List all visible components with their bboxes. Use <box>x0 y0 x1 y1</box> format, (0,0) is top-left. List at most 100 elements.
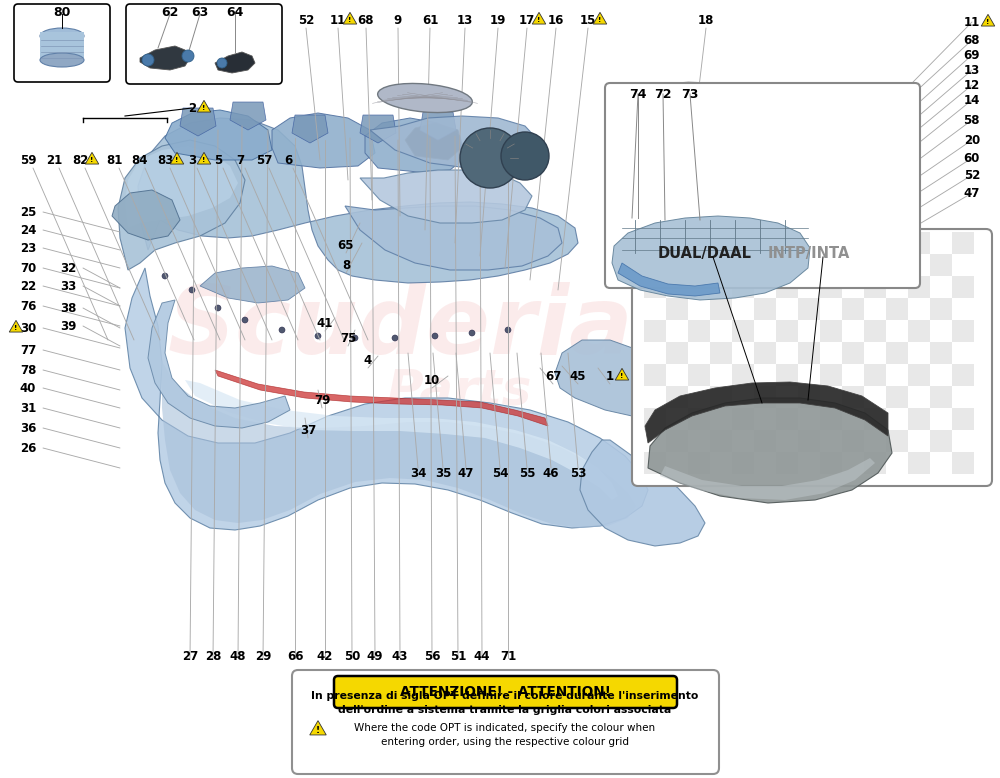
Polygon shape <box>615 368 629 380</box>
Text: 76: 76 <box>20 300 36 313</box>
Text: 80: 80 <box>53 5 71 19</box>
Circle shape <box>315 333 321 339</box>
Bar <box>732 276 754 298</box>
Text: 36: 36 <box>20 422 36 434</box>
Bar <box>776 232 798 254</box>
FancyBboxPatch shape <box>126 4 282 84</box>
Bar <box>952 452 974 474</box>
Bar <box>688 364 710 386</box>
Text: 47: 47 <box>458 467 474 479</box>
Text: 68: 68 <box>358 13 374 26</box>
Bar <box>754 430 776 452</box>
Bar <box>688 320 710 342</box>
Circle shape <box>460 128 520 188</box>
Text: entering order, using the respective colour grid: entering order, using the respective col… <box>381 737 629 747</box>
Polygon shape <box>862 160 920 196</box>
Bar <box>864 276 886 298</box>
Polygon shape <box>125 146 238 228</box>
Bar <box>732 232 754 254</box>
Bar <box>688 452 710 474</box>
Text: 48: 48 <box>230 650 246 663</box>
Text: 72: 72 <box>654 87 672 100</box>
Bar <box>666 342 688 364</box>
Text: 13: 13 <box>964 64 980 76</box>
Text: 43: 43 <box>392 650 408 663</box>
Bar <box>754 386 776 408</box>
Circle shape <box>469 330 475 336</box>
Text: 25: 25 <box>20 205 36 219</box>
Text: 21: 21 <box>46 153 62 166</box>
Polygon shape <box>170 152 184 164</box>
Text: 35: 35 <box>435 467 451 479</box>
Polygon shape <box>822 90 905 136</box>
Text: 52: 52 <box>964 169 980 181</box>
Text: 53: 53 <box>570 467 586 479</box>
Polygon shape <box>370 116 538 168</box>
Circle shape <box>142 54 154 66</box>
FancyBboxPatch shape <box>292 670 719 774</box>
Text: 26: 26 <box>20 441 36 454</box>
Text: 24: 24 <box>20 223 36 237</box>
Bar <box>710 430 732 452</box>
Text: 70: 70 <box>20 261 36 275</box>
Text: !: ! <box>620 373 624 380</box>
Bar <box>864 452 886 474</box>
Circle shape <box>182 50 194 62</box>
Polygon shape <box>580 440 705 546</box>
Text: 51: 51 <box>450 650 466 663</box>
Bar <box>908 232 930 254</box>
FancyBboxPatch shape <box>14 4 110 82</box>
Bar <box>930 386 952 408</box>
Bar <box>776 452 798 474</box>
Text: 19: 19 <box>490 13 506 26</box>
Text: 11: 11 <box>330 13 346 26</box>
Polygon shape <box>555 340 668 416</box>
Bar <box>710 298 732 320</box>
Text: 64: 64 <box>226 5 244 19</box>
Text: 7: 7 <box>236 153 244 166</box>
Text: !: ! <box>316 726 320 735</box>
Polygon shape <box>345 206 562 270</box>
FancyBboxPatch shape <box>632 229 992 486</box>
Text: 40: 40 <box>20 381 36 394</box>
Bar <box>908 452 930 474</box>
Text: 50: 50 <box>344 650 360 663</box>
Polygon shape <box>365 118 465 172</box>
Text: 63: 63 <box>191 5 209 19</box>
Bar <box>754 342 776 364</box>
Bar <box>732 408 754 430</box>
Bar <box>930 254 952 276</box>
Bar <box>40 32 84 60</box>
Text: 20: 20 <box>964 134 980 146</box>
Ellipse shape <box>40 28 84 44</box>
Polygon shape <box>420 112 456 140</box>
Polygon shape <box>165 110 272 160</box>
Text: 65: 65 <box>338 239 354 251</box>
Polygon shape <box>9 321 23 332</box>
Bar <box>842 430 864 452</box>
Bar <box>886 430 908 452</box>
Polygon shape <box>618 263 720 296</box>
Text: DUAL/DAAL: DUAL/DAAL <box>658 246 752 261</box>
Bar <box>754 254 776 276</box>
Text: !: ! <box>14 325 18 331</box>
Text: !: ! <box>986 19 990 26</box>
Bar <box>776 408 798 430</box>
Text: Scuderia: Scuderia <box>167 282 633 374</box>
Polygon shape <box>715 96 840 146</box>
Circle shape <box>505 327 511 333</box>
Text: Parts: Parts <box>387 366 533 414</box>
Polygon shape <box>148 300 290 428</box>
Bar <box>798 254 820 276</box>
Bar <box>886 342 908 364</box>
Text: 68: 68 <box>964 33 980 47</box>
Bar <box>842 342 864 364</box>
Text: 56: 56 <box>424 650 440 663</box>
Text: 1: 1 <box>606 370 614 383</box>
Text: 62: 62 <box>161 5 179 19</box>
FancyBboxPatch shape <box>334 676 677 708</box>
Text: 75: 75 <box>340 331 356 345</box>
Text: ATTENZIONE! - ATTENTION!: ATTENZIONE! - ATTENTION! <box>400 685 610 699</box>
Text: 22: 22 <box>20 279 36 293</box>
Polygon shape <box>532 12 546 24</box>
